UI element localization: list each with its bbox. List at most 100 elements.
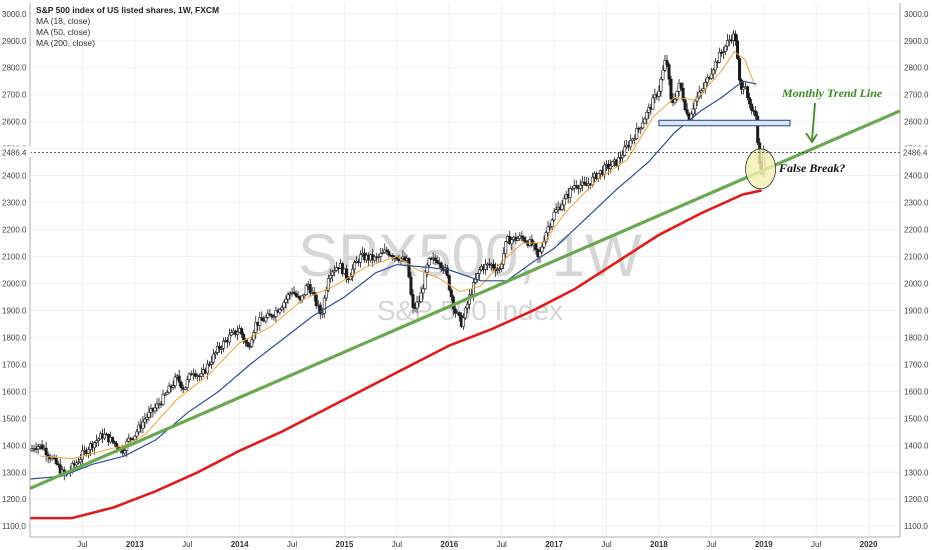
candle-body (713, 61, 717, 71)
y-tick-right: 1200.0 (904, 495, 929, 504)
candle-body (669, 78, 673, 100)
x-tick-label: 2016 (440, 540, 458, 549)
candle-body (661, 69, 665, 80)
candle-body (748, 97, 752, 105)
candle-body (711, 69, 715, 75)
candle-body (377, 256, 381, 258)
ma-18-line (40, 50, 756, 460)
y-tick-left: 2800.0 (2, 64, 27, 73)
x-tick-label: Jul (182, 540, 192, 549)
candle-body (421, 288, 425, 294)
current-price-label-left-bg (0, 146, 31, 158)
candle-body (709, 73, 713, 79)
y-tick-left: 2400.0 (2, 172, 27, 181)
x-tick-label: Jul (811, 540, 821, 549)
y-tick-right: 1500.0 (904, 414, 929, 423)
candle-body (552, 211, 556, 221)
candle-body (562, 198, 566, 206)
candle-body (359, 254, 363, 263)
candle-body (320, 313, 324, 315)
legend-title: S&P 500 index of US listed shares, 1W, F… (36, 5, 220, 15)
candle-body (250, 339, 254, 347)
current-price-label-right: 2486.4 (903, 148, 928, 157)
candle-body (135, 431, 139, 437)
candle-body (427, 258, 431, 266)
candle-body (643, 118, 647, 124)
candle-body (756, 115, 760, 144)
candle-body (504, 241, 508, 254)
candle-body (242, 333, 246, 341)
candle-body (76, 461, 80, 464)
candle-body (302, 294, 306, 297)
candle-body (318, 304, 322, 315)
candle-body (286, 294, 290, 300)
candle-body (379, 253, 383, 257)
candle-body (171, 385, 175, 388)
candle-body (219, 348, 223, 350)
x-tick-label: Jul (77, 540, 87, 549)
candle-body (659, 79, 663, 92)
candle-body (322, 297, 326, 314)
candle-body (463, 307, 467, 319)
candle-body (602, 164, 606, 175)
candle-body (475, 273, 479, 280)
candle-body (738, 58, 742, 81)
x-tick-label: Jul (287, 540, 297, 549)
candle-body (582, 181, 586, 184)
candle-body (746, 86, 750, 99)
y-tick-left: 2900.0 (2, 37, 27, 46)
candle-body (385, 249, 389, 252)
candle-body (387, 251, 391, 256)
candle-body (217, 346, 221, 350)
x-tick-label: 2013 (126, 540, 144, 549)
candle-body (639, 127, 643, 130)
candle-body (58, 464, 62, 474)
candle-body (391, 255, 395, 258)
candle-body (270, 314, 274, 318)
x-tick-label: Jul (392, 540, 402, 549)
candle-body (230, 332, 234, 336)
candle-body (304, 285, 308, 295)
candle-body (294, 293, 298, 297)
x-tick-label: 2017 (545, 540, 563, 549)
legend-ma18: MA (18, close) (36, 16, 91, 26)
y-tick-right: 2800.0 (904, 64, 929, 73)
y-tick-right: 1800.0 (904, 333, 929, 342)
candle-body (419, 292, 423, 303)
y-tick-left: 1300.0 (2, 468, 27, 477)
candle-body (143, 418, 147, 423)
candle-body (272, 316, 276, 318)
candle-body (409, 276, 413, 295)
y-tick-left: 1100.0 (2, 522, 26, 531)
y-tick-left: 1400.0 (2, 441, 27, 450)
candle-body (187, 373, 191, 380)
candle-body (750, 103, 754, 111)
candle-body (177, 375, 181, 383)
candle-body (633, 138, 637, 140)
candle-body (147, 411, 151, 418)
candle-body (292, 291, 296, 294)
candle-body (435, 260, 439, 264)
y-tick-right: 2900.0 (904, 37, 929, 46)
candle-body (439, 262, 443, 268)
trend-line-annotation: Monthly Trend Line (781, 86, 883, 100)
candle-body (209, 361, 213, 365)
candle-body (240, 328, 244, 335)
y-tick-left: 1800.0 (2, 333, 27, 342)
candle-body (228, 334, 232, 343)
candle-body (93, 442, 97, 449)
candle-body (86, 449, 90, 454)
candle-body (550, 219, 554, 227)
candle-body (478, 269, 482, 274)
candle-body (568, 188, 572, 198)
y-tick-left: 1900.0 (2, 306, 27, 315)
candle-body (673, 99, 677, 103)
candle-body (719, 52, 723, 54)
candle-body (734, 33, 738, 42)
candle-body (288, 293, 292, 295)
candle-body (540, 246, 544, 253)
candle-body (80, 450, 84, 460)
candle-body (691, 108, 695, 115)
candle-body (199, 373, 203, 377)
